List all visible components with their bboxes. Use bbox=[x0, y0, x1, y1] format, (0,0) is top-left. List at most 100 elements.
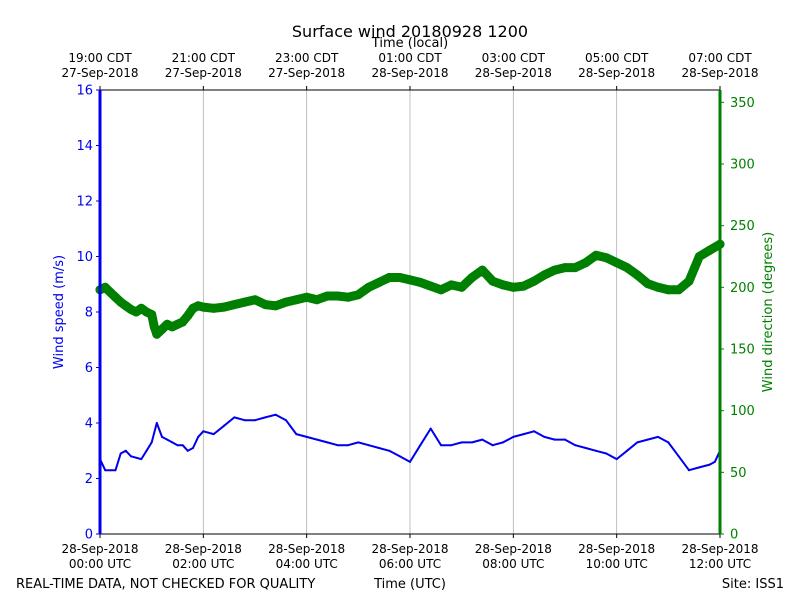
right-tick-label: 50 bbox=[730, 466, 747, 481]
wind-speed-point bbox=[481, 438, 484, 441]
wind-speed-point bbox=[274, 413, 277, 416]
wind-speed-point bbox=[347, 444, 349, 447]
wind-speed-point bbox=[316, 438, 318, 441]
wind-direction-point bbox=[539, 270, 549, 280]
top-tick-label-date: 28-Sep-2018 bbox=[475, 66, 552, 80]
wind-direction-point bbox=[581, 258, 591, 268]
right-axis-label: Wind direction (degrees) bbox=[761, 232, 776, 392]
wind-speed-point bbox=[553, 438, 556, 441]
wind-direction-point bbox=[488, 276, 498, 286]
right-tick-label: 300 bbox=[730, 158, 755, 173]
wind-direction-point bbox=[302, 292, 312, 302]
right-tick-label: 100 bbox=[730, 404, 755, 419]
top-tick-label-time: 21:00 CDT bbox=[172, 51, 236, 65]
wind-direction-point bbox=[353, 290, 363, 300]
wind-direction-point bbox=[395, 273, 405, 282]
site-label: Site: ISS1 bbox=[722, 577, 784, 592]
wind-speed-point bbox=[176, 444, 179, 447]
wind-speed-point bbox=[161, 435, 163, 438]
wind-direction-point bbox=[694, 252, 704, 261]
wind-speed-point bbox=[471, 441, 473, 444]
wind-direction-point bbox=[149, 322, 159, 332]
wind-direction-point bbox=[250, 295, 260, 305]
wind-direction-point bbox=[705, 245, 715, 255]
wind-speed-point bbox=[233, 416, 236, 419]
wind-speed-point bbox=[357, 441, 360, 444]
wind-direction-point bbox=[529, 276, 539, 286]
wind-direction-point bbox=[550, 265, 560, 275]
wind-direction-point bbox=[405, 275, 415, 285]
wind-speed-point bbox=[522, 433, 525, 436]
wind-direction-point bbox=[240, 297, 250, 307]
wind-speed-point bbox=[171, 441, 174, 444]
top-tick-label-time: 23:00 CDT bbox=[275, 51, 339, 65]
top-tick-label-date: 28-Sep-2018 bbox=[578, 66, 655, 80]
bottom-tick-label-time: 08:00 UTC bbox=[482, 557, 544, 571]
wind-speed-point bbox=[243, 419, 246, 422]
left-tick-label: 0 bbox=[85, 528, 93, 543]
wind-direction-point bbox=[653, 282, 663, 292]
wind-speed-point bbox=[615, 458, 618, 461]
top-tick-label-time: 03:00 CDT bbox=[482, 51, 546, 65]
wind-speed-point bbox=[155, 422, 158, 424]
wind-speed-point bbox=[130, 455, 132, 458]
bottom-tick-label-time: 00:00 UTC bbox=[69, 557, 131, 571]
top-tick-label-time: 01:00 CDT bbox=[378, 51, 442, 65]
bottom-tick-label-time: 12:00 UTC bbox=[689, 557, 751, 571]
bottom-tick-label-date: 28-Sep-2018 bbox=[681, 542, 758, 556]
left-tick-label: 12 bbox=[76, 195, 93, 210]
wind-direction-point bbox=[178, 317, 188, 327]
speed-series-layer bbox=[99, 413, 721, 472]
wind-direction-point bbox=[183, 311, 193, 321]
wind-speed-point bbox=[295, 433, 298, 436]
wind-speed-point bbox=[460, 441, 463, 444]
wind-speed-point bbox=[574, 444, 577, 447]
wind-direction-point bbox=[219, 302, 229, 312]
wind-direction-point bbox=[570, 263, 580, 273]
bottom-tick-label-time: 02:00 UTC bbox=[172, 557, 234, 571]
wind-speed-point bbox=[512, 435, 515, 438]
wind-direction-point bbox=[643, 279, 653, 289]
bottom-tick-label-date: 28-Sep-2018 bbox=[475, 542, 552, 556]
wind-speed-point bbox=[657, 435, 659, 438]
wind-direction-point bbox=[560, 263, 570, 273]
wind-speed-point bbox=[388, 449, 391, 452]
bottom-tick-label-time: 10:00 UTC bbox=[586, 557, 648, 571]
wind-direction-point bbox=[467, 273, 477, 282]
wind-speed-point bbox=[533, 430, 535, 433]
wind-direction-point bbox=[663, 285, 673, 295]
top-tick-label-time: 05:00 CDT bbox=[585, 51, 649, 65]
wind-speed-point bbox=[584, 447, 587, 449]
wind-speed-point bbox=[145, 449, 148, 452]
wind-direction-point bbox=[147, 310, 157, 319]
wind-speed-point bbox=[595, 449, 597, 452]
wind-speed-point bbox=[150, 441, 153, 444]
wind-direction-point bbox=[291, 295, 301, 305]
bottom-tick-label-date: 28-Sep-2018 bbox=[578, 542, 655, 556]
wind-speed-point bbox=[197, 435, 200, 438]
wind-speed-point bbox=[212, 433, 215, 436]
wind-speed-point bbox=[429, 427, 432, 430]
wind-speed-point bbox=[646, 438, 649, 441]
wind-speed-point bbox=[367, 444, 370, 447]
wind-speed-point bbox=[626, 449, 628, 452]
wind-direction-point bbox=[498, 280, 508, 290]
wind-speed-point bbox=[491, 444, 494, 447]
wind-direction-point bbox=[374, 277, 384, 287]
top-tick-label-date: 28-Sep-2018 bbox=[371, 66, 448, 80]
wind-direction-point bbox=[209, 303, 219, 313]
left-tick-label: 2 bbox=[85, 472, 93, 487]
wind-speed-point bbox=[202, 430, 205, 433]
wind-speed-point bbox=[109, 469, 112, 472]
left-axis-label: Wind speed (m/s) bbox=[52, 255, 67, 369]
wind-direction-point bbox=[271, 301, 281, 311]
wind-speed-point bbox=[564, 438, 566, 441]
left-tick-label: 6 bbox=[85, 361, 93, 376]
wind-direction-point bbox=[426, 281, 436, 291]
grid-lines bbox=[202, 90, 618, 534]
wind-speed-point bbox=[708, 463, 711, 466]
wind-speed-point bbox=[688, 469, 690, 472]
wind-speed-point bbox=[409, 460, 411, 463]
top-tick-label-date: 28-Sep-2018 bbox=[681, 66, 758, 80]
wind-direction-point bbox=[632, 270, 642, 280]
